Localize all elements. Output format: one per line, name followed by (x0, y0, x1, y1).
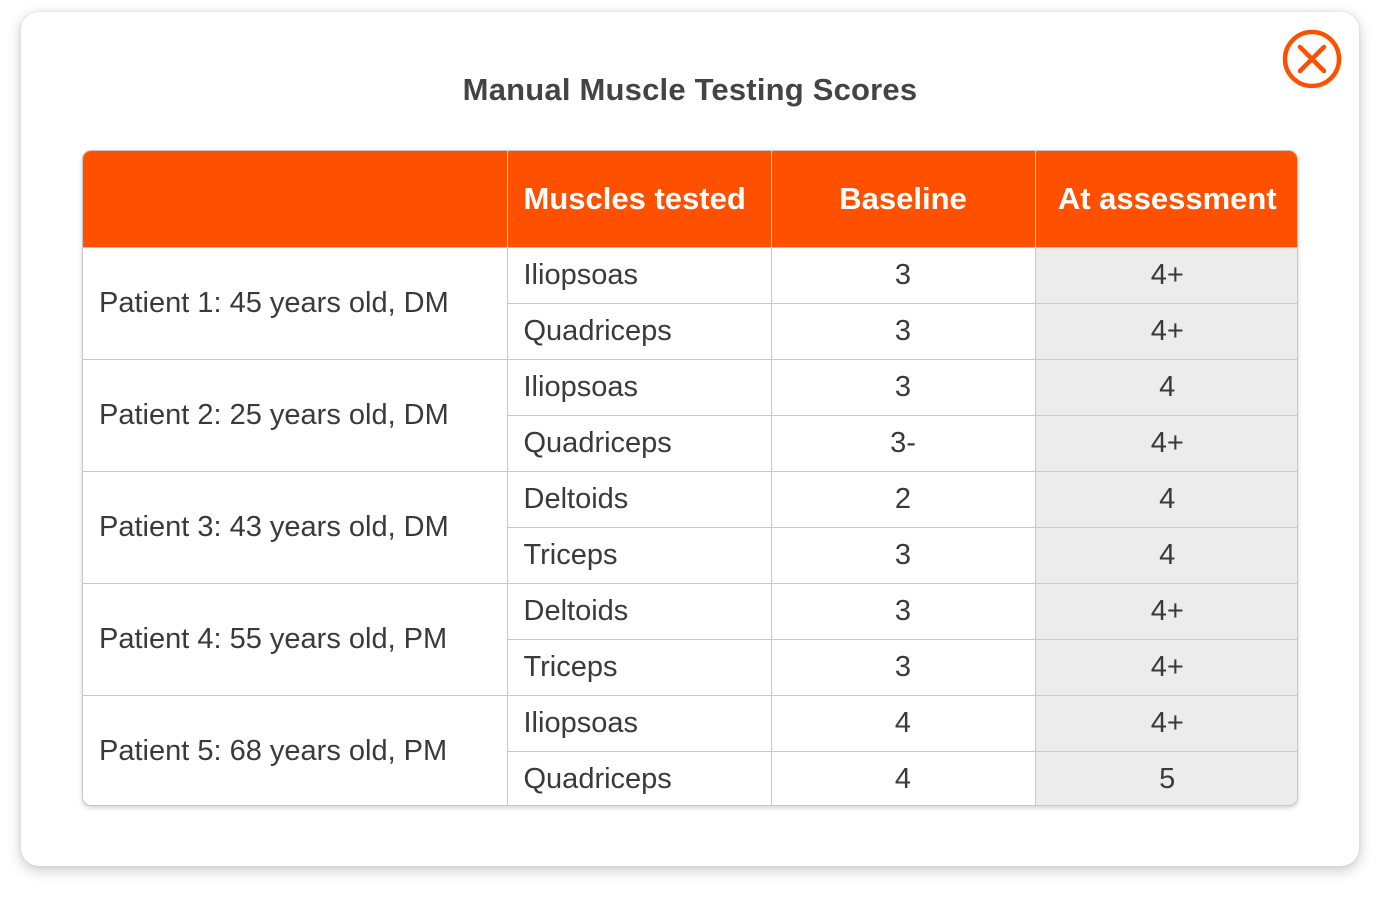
muscle-cell: Iliopsoas (506, 358, 771, 415)
header-baseline: Baseline (770, 151, 1035, 247)
assessment-cell: 4+ (1034, 638, 1297, 695)
patient-label: Patient 4: 55 years old, PM (83, 582, 507, 695)
baseline-cell: 3- (770, 414, 1035, 471)
assessment-cell: 4+ (1034, 246, 1297, 303)
muscle-cell: Triceps (506, 638, 771, 695)
modal-dialog: Manual Muscle Testing Scores Muscles tes… (21, 12, 1359, 866)
baseline-cell: 3 (770, 526, 1035, 583)
table-row: Quadriceps 4 5 (83, 750, 1297, 805)
baseline-cell: 2 (770, 470, 1035, 527)
muscle-cell: Quadriceps (506, 302, 771, 359)
muscle-cell: Iliopsoas (506, 694, 771, 751)
muscle-cell: Quadriceps (506, 414, 771, 471)
muscle-cell: Deltoids (506, 470, 771, 527)
assessment-cell: 4 (1034, 470, 1297, 527)
muscle-cell: Triceps (506, 526, 771, 583)
assessment-cell: 4 (1034, 526, 1297, 583)
header-at-assessment: At assessment (1034, 151, 1297, 247)
baseline-cell: 4 (770, 750, 1035, 805)
baseline-cell: 3 (770, 638, 1035, 695)
baseline-cell: 3 (770, 582, 1035, 639)
assessment-cell: 4 (1034, 358, 1297, 415)
muscle-cell: Quadriceps (506, 750, 771, 805)
close-button[interactable] (1282, 29, 1342, 89)
assessment-cell: 4+ (1034, 582, 1297, 639)
table-row: Patient 2: 25 years old, DM Iliopsoas 3 … (83, 358, 1297, 471)
table-row: Patient 5: 68 years old, PM Iliopsoas 4 … (83, 694, 1297, 805)
header-patient (83, 151, 507, 247)
modal-title: Manual Muscle Testing Scores (462, 72, 918, 107)
table-row: Patient 3: 43 years old, DM Deltoids 2 4 (83, 470, 1297, 583)
table-row: Triceps 3 4+ (83, 638, 1297, 695)
table-row: Quadriceps 3- 4+ (83, 414, 1297, 471)
scores-table: Muscles tested Baseline At assessment Pa… (83, 151, 1297, 805)
table-row: Triceps 3 4 (83, 526, 1297, 583)
header-muscles-tested: Muscles tested (506, 151, 771, 247)
table-row: Patient 1: 45 years old, DM Iliopsoas 3 … (83, 246, 1297, 359)
assessment-cell: 4+ (1034, 302, 1297, 359)
table-header-row: Muscles tested Baseline At assessment (83, 151, 1297, 247)
baseline-cell: 3 (770, 302, 1035, 359)
patient-label: Patient 3: 43 years old, DM (83, 470, 507, 583)
muscle-cell: Iliopsoas (506, 246, 771, 303)
baseline-cell: 4 (770, 694, 1035, 751)
baseline-cell: 3 (770, 358, 1035, 415)
scores-table-container: Muscles tested Baseline At assessment Pa… (82, 150, 1298, 806)
close-circle-icon[interactable] (1282, 29, 1342, 89)
baseline-cell: 3 (770, 246, 1035, 303)
muscle-cell: Deltoids (506, 582, 771, 639)
patient-label: Patient 2: 25 years old, DM (83, 358, 507, 471)
patient-label: Patient 5: 68 years old, PM (83, 694, 507, 805)
table-row: Patient 4: 55 years old, PM Deltoids 3 4… (83, 582, 1297, 695)
assessment-cell: 4+ (1034, 694, 1297, 751)
table-row: Quadriceps 3 4+ (83, 302, 1297, 359)
assessment-cell: 5 (1034, 750, 1297, 805)
patient-label: Patient 1: 45 years old, DM (83, 246, 507, 359)
assessment-cell: 4+ (1034, 414, 1297, 471)
